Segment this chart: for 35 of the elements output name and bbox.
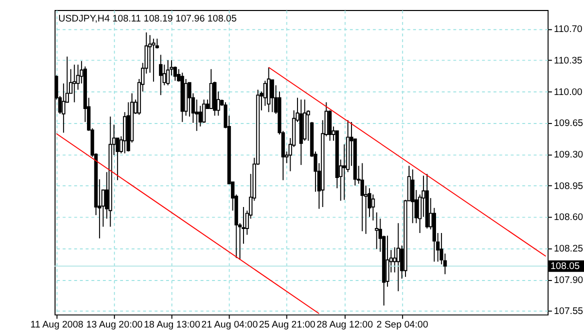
candlestick: [328, 110, 332, 142]
y-tick-label: 110.35: [554, 56, 582, 67]
candlestick: [396, 222, 400, 292]
y-tick-label: 109.30: [554, 150, 584, 161]
candlestick: [374, 212, 378, 250]
candlestick: [202, 99, 206, 124]
x-tick-label: 21 Aug 04:00: [201, 319, 258, 330]
candlestick: [360, 162, 364, 232]
y-tick-label: 108.60: [554, 212, 584, 224]
candlestick: [410, 168, 414, 224]
y-tick-label: 109.65: [554, 118, 584, 130]
y-tick-label: 108.95: [554, 180, 584, 192]
candlestick: [72, 64, 76, 103]
chart-title: USDJPY,H4 108.11 108.19 107.96 108.05: [58, 14, 237, 25]
y-tick-label: 107.55: [554, 306, 584, 318]
y-tick-label: 107.90: [554, 274, 584, 286]
candlestick: [392, 246, 396, 273]
candlestick: [386, 235, 390, 288]
x-tick-label: 28 Aug 12:00: [316, 319, 373, 330]
x-tick-label: 25 Aug 21:00: [258, 319, 316, 330]
y-tick-label: 108.25: [554, 244, 584, 255]
x-tick-label: 2 Sep 04:00: [376, 319, 428, 330]
candlestick: [166, 60, 170, 86]
ref-line-label: 108.05: [550, 261, 580, 272]
x-tick-label: 11 Aug 2008: [30, 319, 84, 330]
candlestick: [263, 80, 267, 106]
candlestick: [270, 79, 274, 113]
y-tick-label: 110.00: [554, 86, 582, 98]
y-tick-label: 110.70: [554, 24, 582, 36]
candlestick: [62, 82, 66, 134]
candlestick: [371, 194, 375, 221]
candlestick: [158, 54, 163, 96]
candlestick: [152, 38, 156, 82]
x-tick-label: 18 Aug 13:00: [144, 319, 200, 330]
x-tick-label: 13 Aug 20:00: [86, 319, 143, 330]
